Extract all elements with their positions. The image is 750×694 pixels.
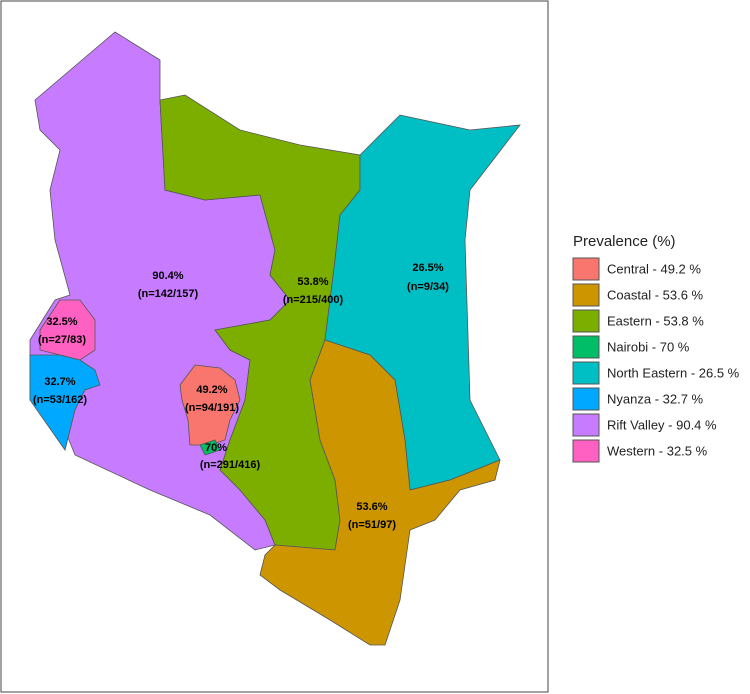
- legend-swatch: [572, 283, 600, 307]
- region-percent: 26.5%: [412, 262, 443, 274]
- region-count: (n=142/157): [138, 288, 199, 300]
- legend-label: Central - 49.2 %: [607, 261, 701, 276]
- region-percent: 53.6%: [356, 501, 387, 513]
- legend-swatch: [572, 309, 600, 333]
- legend-label: Nairobi - 70 %: [607, 339, 690, 354]
- region-western: [39, 299, 96, 361]
- region-coastal: [259, 339, 501, 646]
- legend-swatch: [572, 413, 600, 437]
- region-percent: 49.2%: [196, 384, 227, 396]
- regions: [29, 31, 521, 646]
- legend-swatch: [572, 387, 600, 411]
- region-percent: 32.7%: [44, 376, 75, 388]
- region-nyanza: [29, 354, 101, 451]
- legend-label: North Eastern - 26.5 %: [607, 365, 740, 380]
- region-count: (n=51/97): [348, 519, 396, 531]
- region-percent: 32.5%: [46, 316, 77, 328]
- legend-title: Prevalence (%): [573, 233, 676, 250]
- legend-swatch: [572, 361, 600, 385]
- region-percent: 90.4%: [152, 270, 183, 282]
- region-count: (n=53/162): [33, 394, 87, 406]
- legend-label: Nyanza - 32.7 %: [607, 391, 704, 406]
- legend: Central - 49.2 % Coastal - 53.6 % Eastern …: [572, 257, 740, 463]
- region-count: (n=215/400): [283, 294, 344, 306]
- legend-label: Western - 32.5 %: [607, 443, 708, 458]
- region-percent: 70%: [205, 442, 227, 454]
- region-count: (n=291/416): [200, 459, 261, 471]
- legend-swatch: [572, 257, 600, 281]
- legend-swatch: [572, 335, 600, 359]
- legend-label: Coastal - 53.6 %: [607, 287, 704, 302]
- region-nairobi: [199, 439, 221, 456]
- region-percent: 53.8%: [297, 276, 328, 288]
- legend-swatch: [572, 439, 600, 463]
- region-central: [179, 364, 241, 446]
- region-count: (n=27/83): [38, 334, 86, 346]
- region-labels: 49.2% (n=94/191) 53.6% (n=51/97) 53.8% (n=215…: [33, 262, 449, 531]
- legend-label: Rift Valley - 90.4 %: [607, 417, 717, 432]
- legend-label: Eastern - 53.8 %: [607, 313, 704, 328]
- region-count: (n=9/34): [407, 281, 449, 293]
- region-count: (n=94/191): [185, 402, 239, 414]
